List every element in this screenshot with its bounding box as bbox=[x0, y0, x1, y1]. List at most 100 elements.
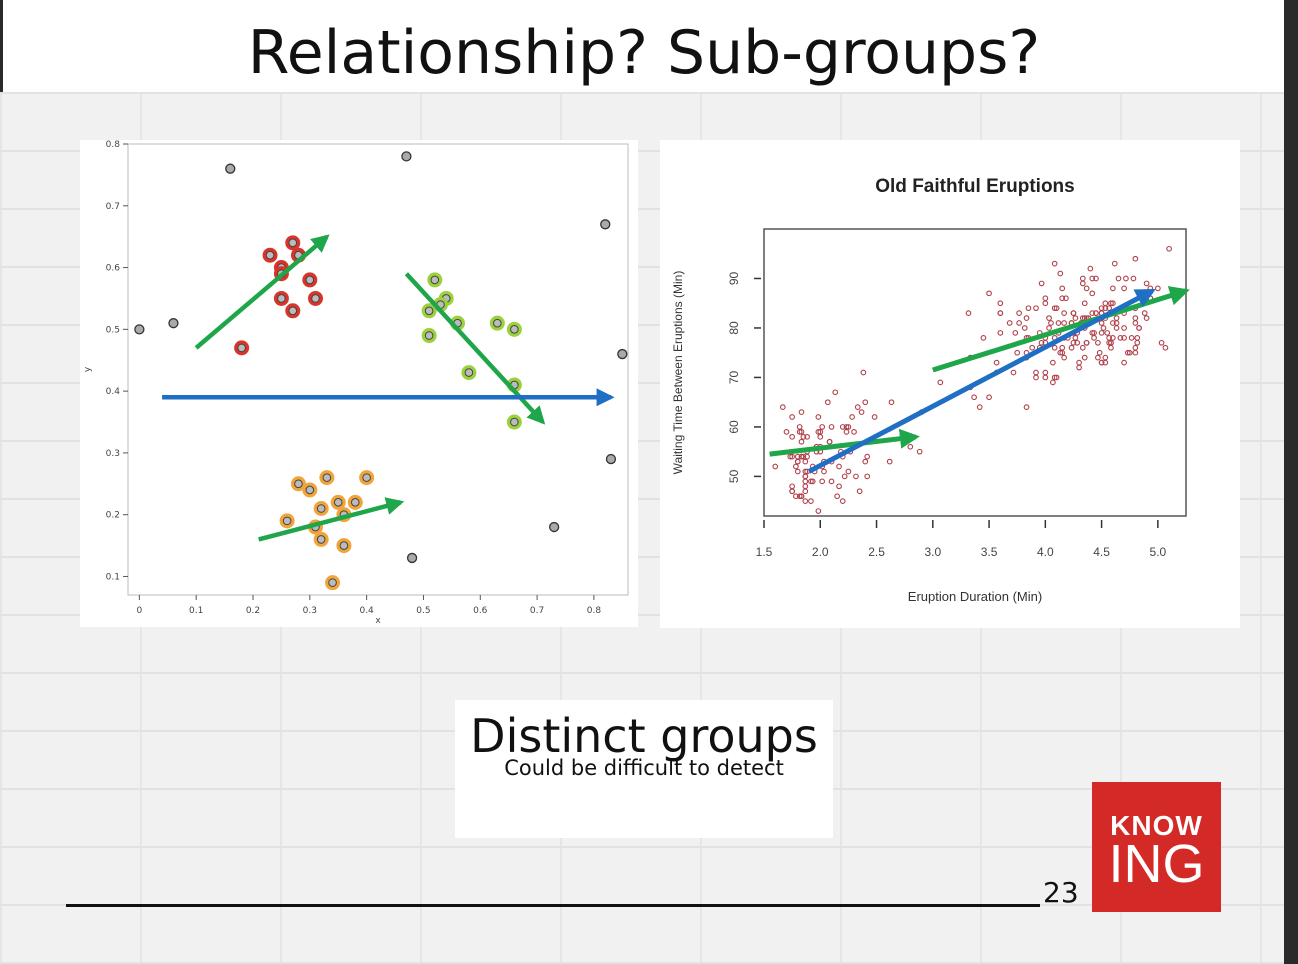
eruption-point bbox=[886, 458, 893, 465]
eruption-point bbox=[1063, 295, 1069, 302]
y-tick-label: 70 bbox=[727, 370, 741, 384]
eruption-point bbox=[862, 458, 869, 465]
x-tick-label: 3.5 bbox=[981, 545, 998, 559]
eruption-point bbox=[1083, 339, 1090, 346]
eruption-point bbox=[1059, 285, 1066, 292]
eruption-point bbox=[845, 468, 852, 475]
y-tick-label: 90 bbox=[727, 271, 741, 285]
outlier-point bbox=[134, 324, 145, 335]
eruption-point bbox=[1128, 335, 1135, 341]
green-group-point-core bbox=[424, 331, 434, 340]
y-tick-label: 50 bbox=[727, 469, 741, 483]
eruption-point bbox=[772, 463, 779, 470]
eruption-point bbox=[854, 404, 861, 410]
eruption-point bbox=[1132, 349, 1139, 356]
eruption-point bbox=[858, 409, 865, 415]
eruption-point bbox=[800, 433, 807, 440]
outlier-point bbox=[225, 163, 236, 174]
green-group-point-core bbox=[464, 368, 474, 377]
eruption-point bbox=[1010, 369, 1017, 376]
eruption-point bbox=[1134, 335, 1141, 341]
eruption-point bbox=[1087, 265, 1094, 272]
green-trend-arrow bbox=[769, 428, 920, 457]
plot-frame bbox=[763, 228, 1187, 517]
y-tick-label: 0.3 bbox=[106, 449, 120, 459]
eruption-point bbox=[815, 429, 822, 435]
eruption-point bbox=[1059, 344, 1066, 351]
eruption-point bbox=[1089, 330, 1096, 336]
outlier-point bbox=[617, 348, 628, 360]
eruption-point bbox=[1110, 300, 1116, 307]
x-tick-label: 0 bbox=[136, 606, 142, 616]
x-axis-label: x bbox=[375, 616, 381, 626]
eruption-point bbox=[1096, 349, 1103, 356]
orange-group-point-core bbox=[316, 504, 326, 513]
eruption-point bbox=[817, 433, 824, 440]
eruption-point bbox=[1091, 335, 1097, 341]
eruption-point bbox=[843, 424, 850, 430]
eruption-point bbox=[997, 300, 1004, 307]
eruption-point bbox=[849, 414, 855, 420]
eruption-point bbox=[1132, 344, 1139, 351]
eruption-point bbox=[796, 424, 803, 430]
eruption-point bbox=[1046, 325, 1052, 331]
eruption-point bbox=[1012, 330, 1019, 336]
eruption-point bbox=[1016, 320, 1022, 326]
x-tick-label: 4.0 bbox=[1037, 545, 1054, 559]
eruption-point bbox=[856, 488, 863, 495]
red-group-point-core bbox=[237, 343, 246, 353]
eruption-point bbox=[871, 414, 878, 420]
eruption-point bbox=[1132, 320, 1139, 326]
eruption-point bbox=[843, 429, 850, 435]
eruption-point bbox=[792, 463, 799, 470]
eruption-point bbox=[802, 498, 809, 505]
eruption-point bbox=[1081, 300, 1088, 307]
x-tick-label: 0.5 bbox=[416, 606, 430, 616]
eruption-point bbox=[802, 488, 809, 495]
eruption-point bbox=[794, 468, 801, 475]
eruption-point bbox=[836, 483, 842, 490]
green-group-point-core bbox=[510, 325, 519, 334]
eruption-point bbox=[1093, 310, 1099, 316]
eruption-point bbox=[1132, 315, 1139, 321]
eruption-point bbox=[1072, 315, 1079, 321]
orange-group-point-core bbox=[362, 473, 371, 482]
eruption-point bbox=[800, 453, 807, 460]
eruption-point bbox=[853, 473, 859, 480]
eruption-point bbox=[986, 394, 992, 401]
eruption-point bbox=[1098, 320, 1105, 326]
eruption-point bbox=[828, 424, 835, 430]
green-group-point-core bbox=[493, 318, 502, 328]
eruption-point bbox=[1113, 315, 1120, 321]
red-group-point-core bbox=[288, 238, 298, 248]
left-scatter-chart: 0 0.1 0.2 0.3 0.4 0.5 0.6 0.7 0.8 0.1 0.2 0.3 0.4 0.5… bbox=[83, 140, 629, 626]
eruption-point bbox=[804, 453, 810, 460]
green-trend-arrow bbox=[932, 286, 1190, 373]
eruption-point bbox=[789, 483, 795, 490]
eruption-point bbox=[1089, 275, 1096, 282]
orange-group-point-core bbox=[339, 541, 349, 550]
eruption-point bbox=[798, 438, 805, 445]
plot-frame bbox=[127, 143, 629, 596]
eruption-point bbox=[1042, 295, 1049, 302]
eruption-point bbox=[1038, 280, 1045, 287]
y-tick-label: 0.1 bbox=[106, 572, 120, 582]
eruption-point bbox=[789, 488, 795, 495]
eruption-point bbox=[783, 429, 790, 435]
knowing-logo: KNOW ING bbox=[1092, 782, 1221, 912]
footer-line bbox=[66, 904, 1040, 907]
eruption-point bbox=[993, 359, 1000, 366]
red-group-point-core bbox=[288, 306, 298, 316]
eruption-point bbox=[1098, 330, 1105, 336]
orange-group-point-core bbox=[316, 535, 326, 544]
eruption-point bbox=[1108, 339, 1114, 346]
outlier-point bbox=[168, 318, 179, 329]
green-trend-arrow bbox=[258, 497, 405, 542]
eruption-point bbox=[1014, 349, 1021, 356]
eruption-point bbox=[1059, 295, 1066, 302]
eruption-point bbox=[834, 493, 840, 500]
eruption-point bbox=[1136, 325, 1142, 331]
eruption-point bbox=[1121, 285, 1127, 292]
eruption-point bbox=[980, 335, 987, 341]
eruption-point bbox=[1089, 310, 1096, 316]
